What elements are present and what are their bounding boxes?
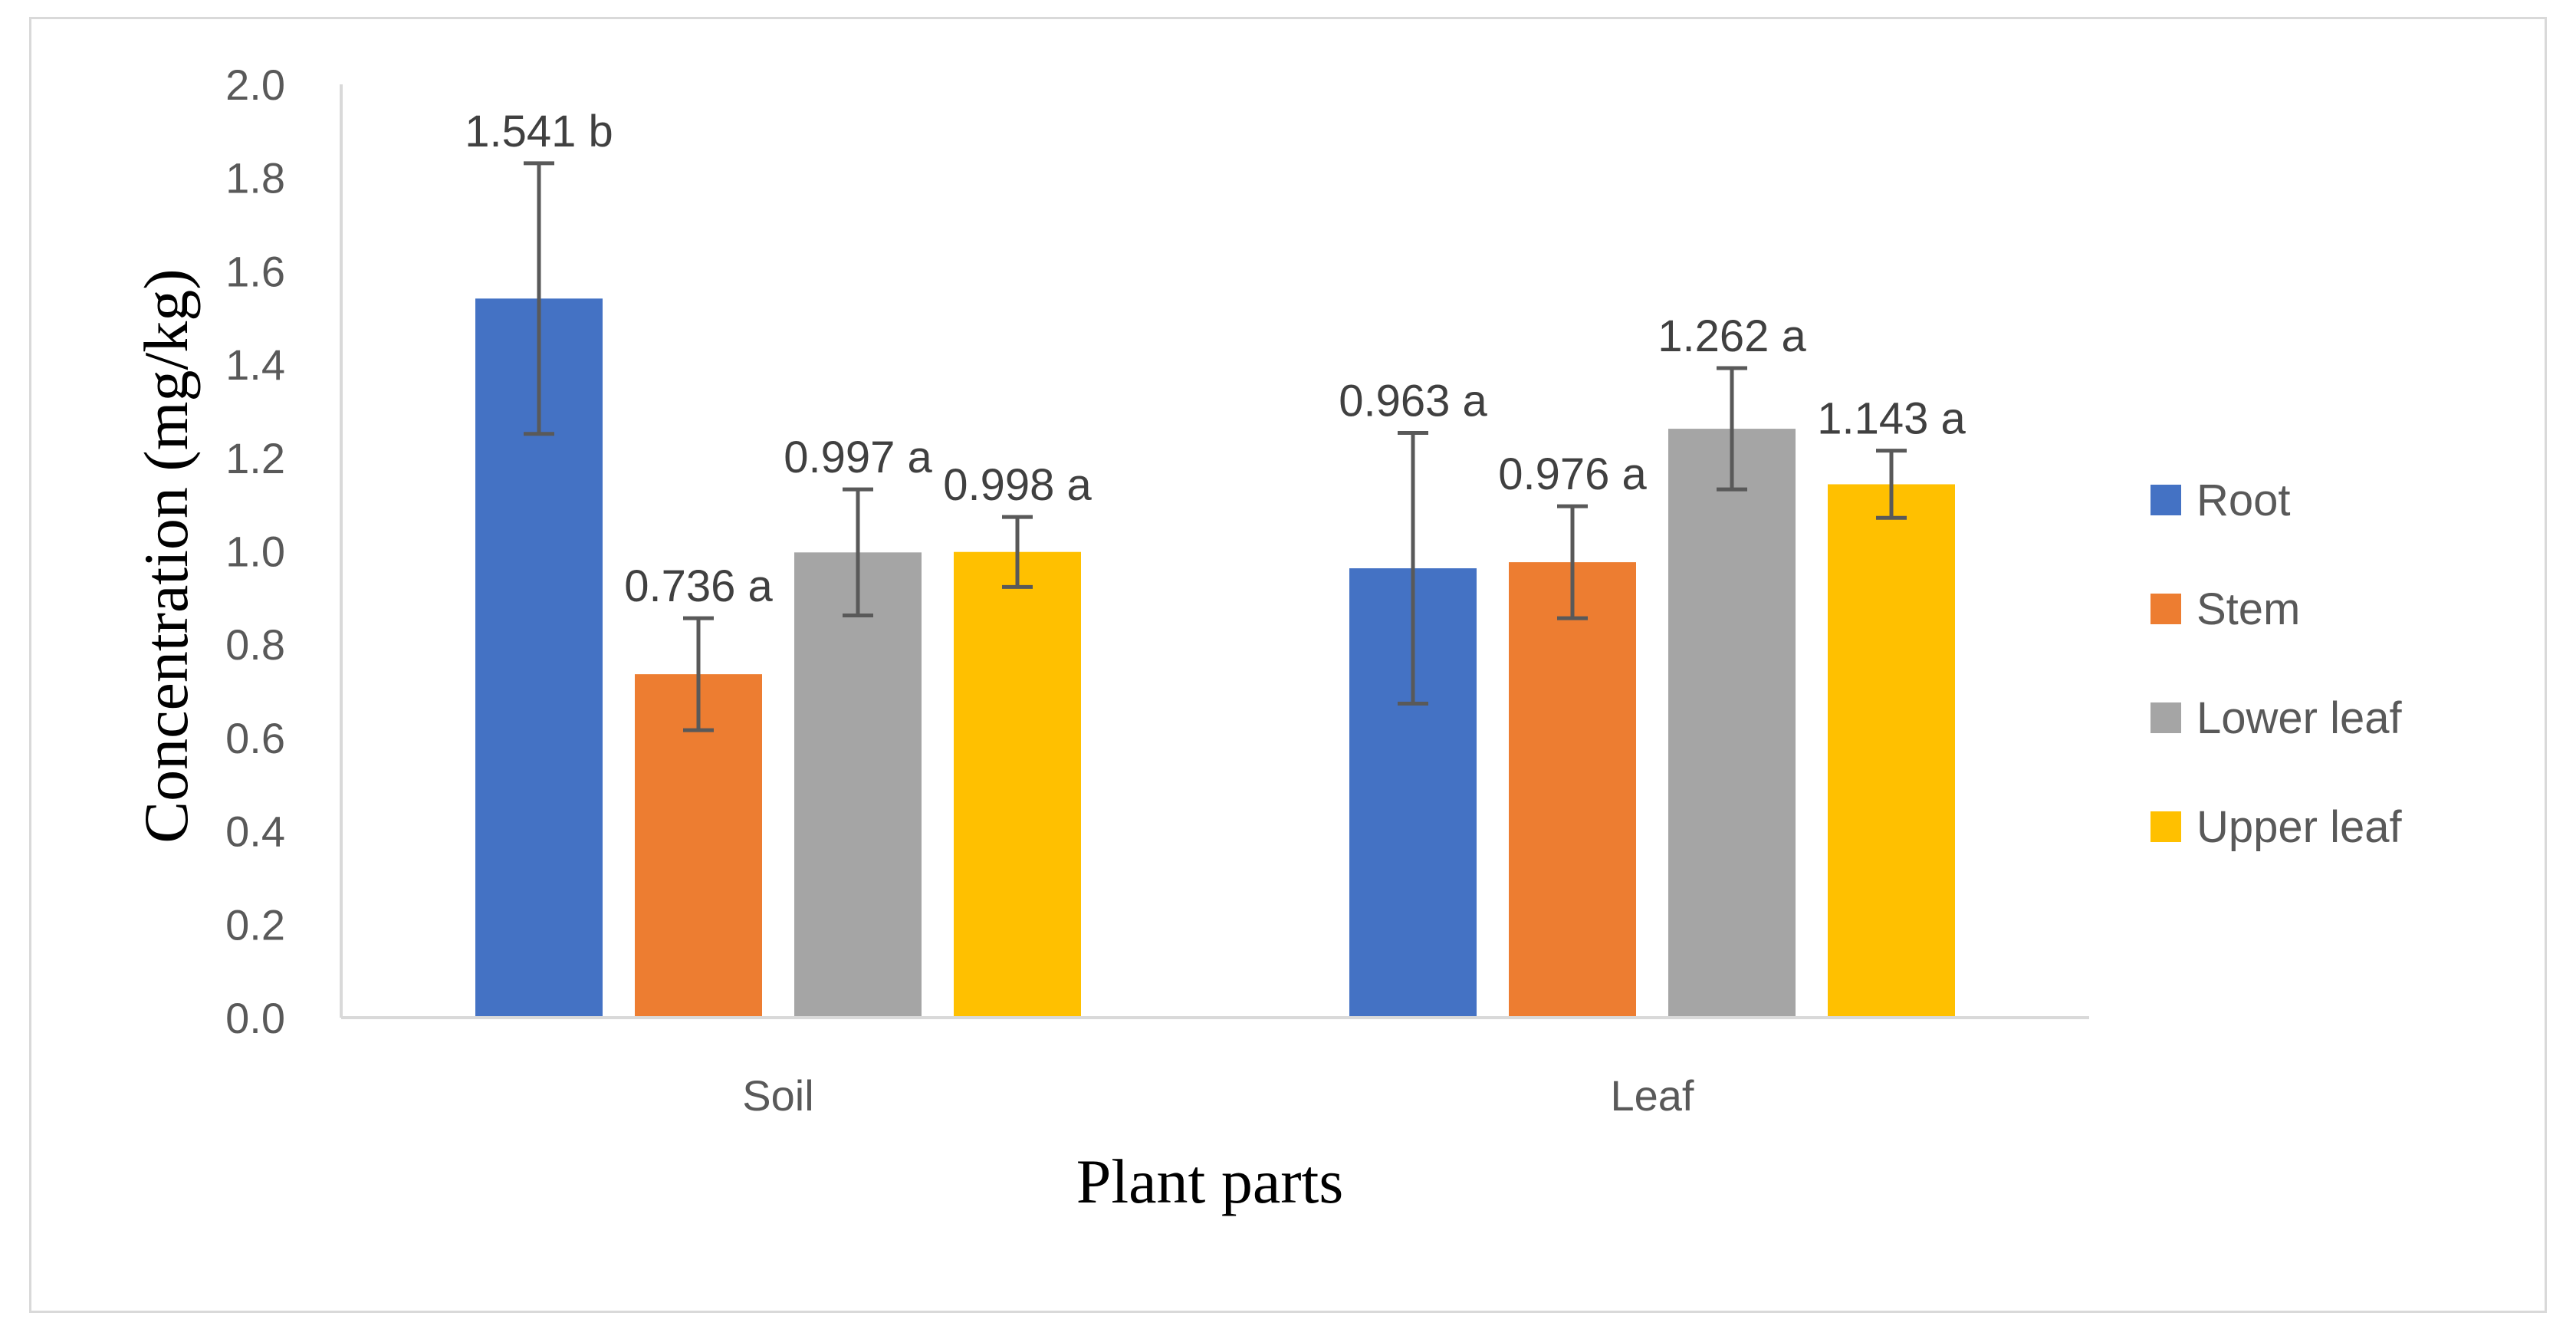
y-tick-label: 1.4 [225,341,285,389]
y-tick-label: 2.0 [225,61,285,109]
y-tick-label: 0.4 [225,808,285,856]
legend-label: Stem [2196,584,2300,634]
error-bar [524,161,554,436]
bar [1828,484,1955,1018]
data-label: 1.143 a [1817,394,1966,444]
error-bar [843,487,873,617]
y-tick-label: 0.0 [225,994,285,1042]
bars [475,298,1955,1018]
legend-label: Upper leaf [2196,802,2402,852]
legend-item: Upper leaf [2150,802,2402,852]
x-axis-title: Plant parts [1076,1147,1343,1216]
x-tick-label: Soil [742,1071,813,1120]
legend-swatch [2150,594,2181,624]
data-label: 0.998 a [943,460,1092,510]
y-tick-label: 1.6 [225,247,285,295]
legend-label: Root [2196,475,2291,525]
error-bar [1398,431,1428,706]
chart-frame [29,17,2547,1313]
legend-swatch [2150,485,2181,515]
data-label: 0.736 a [624,561,773,611]
error-bars [524,161,1907,732]
bar [1509,562,1636,1018]
y-axis: 0.0 0.2 0.4 0.6 0.8 1.0 1.2 1.4 1.6 1.8 2.0 [225,61,343,1042]
error-bar [1717,366,1747,492]
legend-swatch [2150,702,2181,733]
x-axis: Soil Leaf [341,1016,2089,1120]
legend-swatch [2150,811,2181,842]
data-label: 1.262 a [1658,311,1806,361]
error-bar [1002,515,1033,589]
y-axis-title: Concentration (mg/kg) [131,268,201,843]
bar [1668,429,1796,1018]
y-tick-label: 0.2 [225,900,285,949]
y-tick-label: 0.8 [225,620,285,669]
data-labels: 1.541 b 0.736 a 0.997 a0.998 a 0.963 a0.976… [465,107,1966,611]
y-tick-label: 0.6 [225,714,285,762]
error-bar [1876,449,1907,520]
legend-item: Stem [2150,584,2300,634]
bar [794,552,922,1018]
x-tick-label: Leaf [1611,1071,1694,1120]
error-bar [1557,504,1588,620]
legend-item: Root [2150,475,2291,525]
y-tick-label: 1.2 [225,434,285,482]
data-label: 0.963 a [1339,377,1487,426]
legend-label: Lower leaf [2196,693,2402,743]
legend: Root Stem Lower leaf Upper leaf [2150,475,2402,852]
error-bar [683,616,714,732]
y-tick-label: 1.0 [225,528,285,576]
data-label: 0.997 a [784,433,932,482]
data-label: 1.541 b [465,107,613,156]
y-tick-label: 1.8 [225,154,285,202]
data-label: 0.976 a [1498,449,1647,499]
bar [954,551,1081,1018]
legend-item: Lower leaf [2150,693,2402,743]
